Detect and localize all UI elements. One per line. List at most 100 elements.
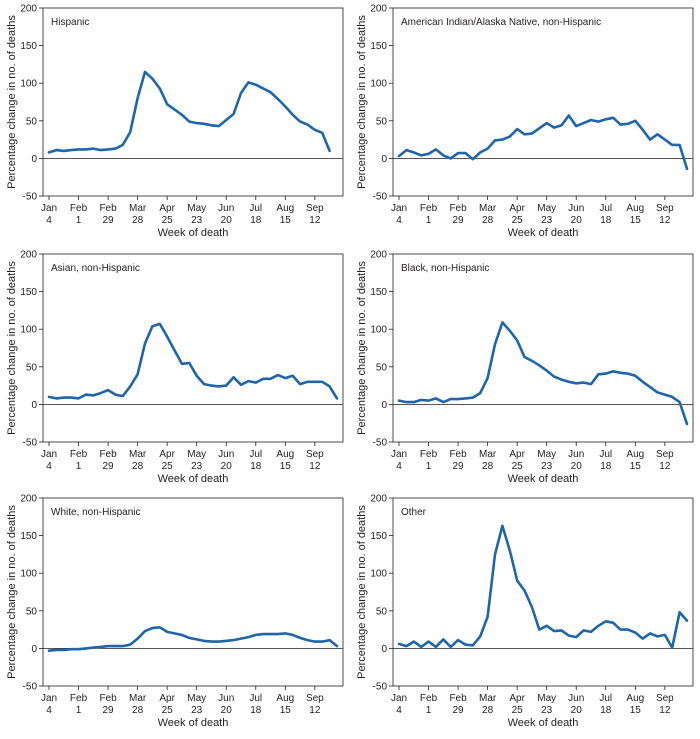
x-tick-month: Jan (41, 203, 57, 214)
x-tick-day: 23 (541, 705, 553, 716)
x-tick-month: Sep (656, 203, 674, 214)
x-tick-month: Jul (249, 693, 262, 704)
y-tick-label: 0 (31, 400, 37, 411)
y-tick-label: -50 (373, 438, 388, 449)
x-tick-month: May (537, 203, 556, 214)
x-tick-month: May (537, 449, 556, 460)
x-tick-day: 28 (132, 705, 144, 716)
x-tick-month: Feb (70, 693, 88, 704)
x-tick-day: 28 (132, 215, 144, 226)
y-tick-label: 50 (376, 116, 388, 127)
x-tick-day: 23 (541, 461, 553, 472)
x-tick-day: 12 (309, 461, 321, 472)
x-tick-month: Jun (568, 449, 584, 460)
x-tick-day: 18 (250, 215, 262, 226)
x-tick-day: 4 (46, 461, 52, 472)
x-tick-month: Apr (159, 203, 175, 214)
y-tick-label: 100 (20, 569, 37, 580)
panel-title: Black, non-Hispanic (401, 263, 489, 274)
x-tick-month: Jun (218, 203, 234, 214)
x-tick-month: Mar (479, 203, 497, 214)
y-tick-label: 50 (376, 606, 388, 617)
chart-panel: -50050100150200Jan4Feb1Feb29Mar28Apr25Ma… (356, 4, 694, 239)
x-tick-month: Feb (70, 203, 88, 214)
x-tick-day: 20 (221, 461, 233, 472)
y-tick-label: 200 (20, 4, 37, 15)
y-tick-label: 200 (20, 250, 37, 261)
plot-frame (392, 7, 694, 197)
x-tick-day: 15 (630, 215, 642, 226)
y-tick-label: 200 (20, 494, 37, 505)
x-tick-day: 25 (162, 461, 174, 472)
x-tick-month: Mar (479, 449, 497, 460)
x-tick-month: Mar (129, 449, 147, 460)
x-tick-day: 25 (512, 461, 524, 472)
x-tick-day: 29 (453, 461, 465, 472)
x-tick-day: 15 (280, 461, 292, 472)
panel-title: American Indian/Alaska Native, non-Hispa… (401, 17, 601, 28)
x-tick-day: 1 (426, 705, 432, 716)
y-tick-label: -50 (23, 438, 38, 449)
x-tick-month: May (187, 693, 206, 704)
series-line (47, 322, 339, 400)
x-tick-month: Jan (391, 449, 407, 460)
x-tick-month: Jul (599, 203, 612, 214)
x-tick-day: 15 (280, 215, 292, 226)
x-tick-month: Jun (568, 693, 584, 704)
y-axis-title: Percentage change in no. of deaths (356, 261, 368, 435)
plot-frame (392, 253, 694, 443)
x-tick-month: Feb (99, 203, 117, 214)
x-tick-month: Feb (420, 203, 438, 214)
x-tick-day: 28 (482, 215, 494, 226)
plot-frame (42, 253, 344, 443)
x-axis-title: Week of death (158, 717, 229, 729)
x-tick-month: May (187, 203, 206, 214)
x-axis-title: Week of death (508, 717, 579, 729)
x-tick-month: Aug (276, 693, 294, 704)
x-tick-day: 28 (482, 461, 494, 472)
panel-title: Hispanic (51, 17, 89, 28)
x-tick-day: 29 (453, 215, 465, 226)
x-tick-day: 23 (191, 705, 203, 716)
x-tick-day: 1 (426, 461, 432, 472)
y-axis-title: Percentage change in no. of deaths (6, 15, 18, 189)
series-line (47, 625, 339, 653)
y-tick-label: 150 (20, 531, 37, 542)
x-tick-day: 18 (600, 705, 612, 716)
series-line (397, 524, 689, 649)
x-tick-month: Aug (276, 449, 294, 460)
x-tick-month: Feb (449, 449, 467, 460)
x-tick-day: 4 (46, 215, 52, 226)
x-tick-month: Jan (41, 449, 57, 460)
x-tick-month: Feb (420, 449, 438, 460)
x-tick-month: Aug (276, 203, 294, 214)
x-tick-month: Mar (129, 693, 147, 704)
x-axis-title: Week of death (158, 473, 229, 485)
chart-panel: -50050100150200Jan4Feb1Feb29Mar28Apr25Ma… (6, 4, 344, 239)
y-tick-label: 150 (370, 287, 387, 298)
x-tick-month: Sep (306, 693, 324, 704)
x-tick-day: 25 (512, 705, 524, 716)
chart-panel: -50050100150200Jan4Feb1Feb29Mar28Apr25Ma… (356, 250, 694, 485)
x-tick-day: 1 (76, 215, 82, 226)
x-tick-day: 12 (309, 215, 321, 226)
y-tick-label: 0 (31, 644, 37, 655)
x-tick-month: Mar (479, 693, 497, 704)
x-tick-day: 18 (250, 461, 262, 472)
x-tick-day: 12 (659, 215, 671, 226)
x-tick-month: May (187, 449, 206, 460)
x-tick-month: Jul (599, 449, 612, 460)
x-axis-title: Week of death (158, 227, 229, 239)
panel-title: White, non-Hispanic (51, 507, 140, 518)
x-tick-month: Aug (626, 693, 644, 704)
x-tick-day: 23 (541, 215, 553, 226)
y-tick-label: 150 (370, 41, 387, 52)
chart-panel: -50050100150200Jan4Feb1Feb29Mar28Apr25Ma… (6, 250, 344, 485)
x-tick-day: 15 (280, 705, 292, 716)
x-tick-month: Jul (599, 693, 612, 704)
y-tick-label: -50 (23, 192, 38, 203)
x-tick-day: 12 (659, 705, 671, 716)
x-tick-month: Jun (218, 449, 234, 460)
y-tick-label: 200 (370, 494, 387, 505)
